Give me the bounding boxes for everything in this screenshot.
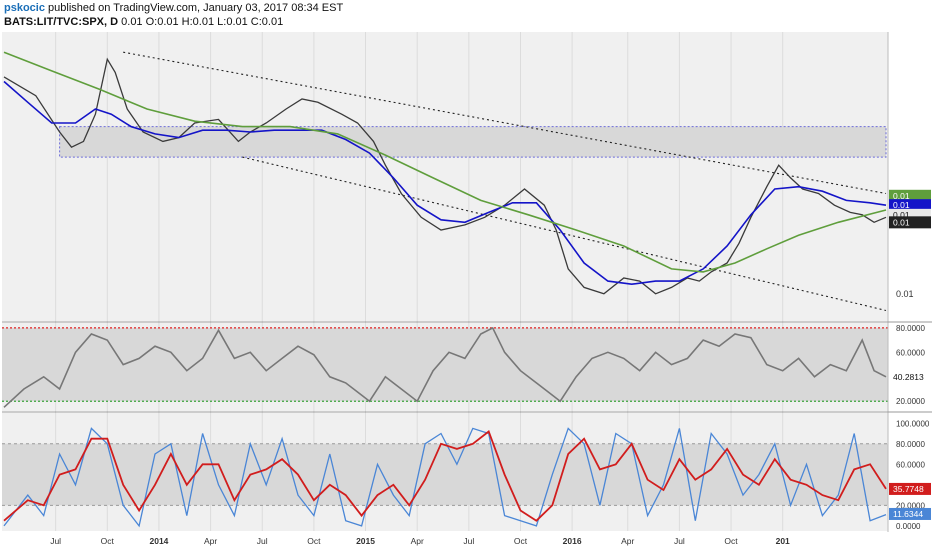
publish-text: published on TradingView.com, January 03… <box>48 2 344 14</box>
series-stoch_d <box>3 430 887 522</box>
x-tick-label: 201 <box>776 536 790 546</box>
stoch-band <box>2 443 888 506</box>
stoch-d-value-bg <box>889 482 931 495</box>
rsi-tick: 80.0000 <box>896 324 925 333</box>
stoch-tick: 0.0000 <box>896 522 921 531</box>
last-price-value: 0.01 <box>893 210 910 220</box>
series-price <box>3 57 887 295</box>
series-stoch_k <box>3 427 887 528</box>
close-price-value-bg <box>889 216 931 229</box>
x-tick-label: Jul <box>257 536 268 546</box>
x-tick-label: Apr <box>621 536 634 546</box>
x-tick-label: 2014 <box>149 536 168 546</box>
author-link[interactable]: pskocic <box>4 2 45 14</box>
x-tick-label: Apr <box>411 536 424 546</box>
x-tick-label: Apr <box>204 536 217 546</box>
trendline-1 <box>123 51 887 195</box>
x-tick-label: Oct <box>307 536 321 546</box>
symbol-info: BATS:LIT/TVC:SPX, D 0.01 O:0.01 H:0.01 L… <box>4 16 283 28</box>
stoch-tick: 60.0000 <box>896 460 925 469</box>
symbol-label[interactable]: BATS:LIT/TVC:SPX, D <box>4 16 119 28</box>
x-axis: Jul Oct 2014 Apr Jul Oct 2015 Apr Jul Oct 2016 Apr J… <box>50 536 790 546</box>
ma-slow-value-bg <box>889 189 931 202</box>
series-ma_fast <box>3 80 887 286</box>
x-tick-label: Jul <box>674 536 685 546</box>
x-tick-label: Jul <box>50 536 61 546</box>
rsi-band <box>2 327 888 402</box>
stoch-d-value: 35.7748 <box>893 484 924 494</box>
x-tick-label: Oct <box>724 536 738 546</box>
stoch-k-value: 11.6344 <box>893 509 923 519</box>
ma-fast-value: 0.01 <box>893 200 910 210</box>
series-ma_slow <box>3 51 887 273</box>
stoch-pane: 100.0000 80.0000 60.0000 20.0000 0.0000 <box>2 419 930 531</box>
stoch-k-value-bg <box>889 507 931 520</box>
ma-fast-value-bg <box>889 199 931 212</box>
series-rsi <box>3 326 887 408</box>
price-axis-label: 0.01 <box>896 289 914 299</box>
close-price-value: 0.01 <box>893 217 910 227</box>
x-tick-label: 2015 <box>356 536 375 546</box>
rsi-last-value-bg <box>889 370 931 383</box>
x-tick-label: 2016 <box>563 536 582 546</box>
x-tick-label: Jul <box>463 536 474 546</box>
rsi-tick: 60.0000 <box>896 348 925 357</box>
rsi-pane: 80.0000 60.0000 20.0000 <box>2 324 925 408</box>
trendline-2 <box>242 156 887 312</box>
x-tick-label: Oct <box>101 536 115 546</box>
stoch-tick: 80.0000 <box>896 440 925 449</box>
price-panel[interactable] <box>2 32 888 321</box>
stoch-tick: 100.0000 <box>896 419 930 428</box>
ohlc-values: 0.01 O:0.01 H:0.01 L:0.01 C:0.01 <box>121 16 284 28</box>
ma-slow-value: 0.01 <box>893 191 910 201</box>
rsi-last-value: 40.2813 <box>893 372 924 382</box>
stoch-tick: 20.0000 <box>896 501 925 510</box>
publish-info: pskocic published on TradingView.com, Ja… <box>4 2 343 14</box>
price-pane: 0.01 <box>3 51 914 312</box>
rsi-tick: 20.0000 <box>896 397 925 406</box>
x-tick-label: Oct <box>514 536 528 546</box>
consolidation-zone <box>59 126 887 158</box>
